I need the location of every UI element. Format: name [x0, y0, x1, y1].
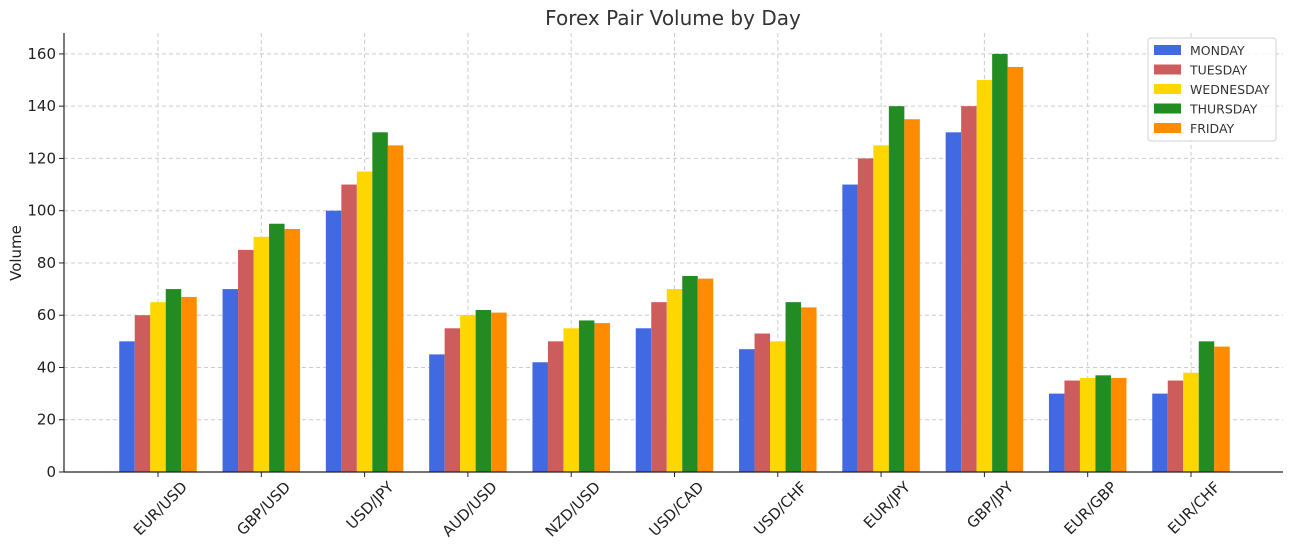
legend-label-wednesday: WEDNESDAY [1190, 82, 1270, 97]
legend-label-monday: MONDAY [1190, 43, 1245, 58]
y-tick-label: 140 [27, 97, 56, 115]
chart-title: Forex Pair Volume by Day [545, 6, 801, 30]
bar-monday-nzd-usd [532, 362, 548, 472]
x-tick-label: USD/CAD [646, 478, 708, 540]
bar-wednesday-aud-usd [460, 315, 476, 472]
x-tick-label: GBP/USD [233, 478, 294, 539]
bar-thursday-eur-usd [165, 289, 182, 472]
bar-tuesday-gbp-jpy [961, 106, 977, 473]
bar-wednesday-eur-chf [1183, 372, 1199, 472]
bar-thursday-eur-chf [1198, 341, 1215, 472]
bar-wednesday-gbp-jpy [976, 80, 993, 473]
bar-thursday-usd-jpy [372, 132, 388, 473]
bar-monday-gbp-usd [222, 289, 239, 472]
legend-label-tuesday: TUESDAY [1189, 63, 1248, 78]
bar-tuesday-eur-jpy [857, 158, 874, 472]
bar-thursday-gbp-jpy [992, 53, 1008, 473]
bar-friday-gbp-usd [284, 228, 301, 472]
bar-friday-eur-chf [1214, 346, 1230, 472]
bar-wednesday-eur-usd [150, 302, 166, 472]
y-tick-label: 100 [27, 202, 56, 220]
bar-monday-gbp-jpy [945, 132, 962, 473]
x-tick-label: EUR/CHF [1164, 478, 1224, 538]
bar-monday-usd-cad [635, 328, 652, 472]
bar-thursday-usd-cad [682, 276, 698, 472]
legend-swatch-friday [1154, 123, 1181, 133]
legend-swatch-thursday [1154, 103, 1181, 114]
bar-friday-usd-chf [801, 307, 817, 472]
bar-tuesday-nzd-usd [547, 341, 564, 472]
bar-tuesday-usd-jpy [341, 184, 357, 473]
x-tick-label: AUD/USD [439, 478, 501, 540]
bar-tuesday-usd-chf [754, 333, 771, 472]
bar-wednesday-nzd-usd [563, 328, 579, 472]
legend: MONDAY TUESDAY WEDNESDAY THURSDAY FRIDAY [1147, 37, 1277, 142]
legend-swatch-tuesday [1154, 64, 1181, 75]
bar-monday-eur-usd [119, 341, 135, 472]
bar-wednesday-usd-chf [770, 341, 786, 472]
x-tick-label: NZD/USD [542, 478, 604, 540]
bar-thursday-eur-gbp [1095, 375, 1111, 472]
bar-thursday-nzd-usd [578, 320, 595, 472]
y-tick-label: 40 [37, 358, 56, 376]
bar-thursday-usd-chf [785, 302, 802, 472]
legend-label-thursday: THURSDAY [1189, 102, 1258, 117]
bar-monday-aud-usd [429, 354, 445, 472]
bar-monday-usd-chf [739, 349, 755, 472]
x-tick-label: EUR/JPY [860, 478, 914, 532]
legend-label-friday: FRIDAY [1190, 121, 1235, 136]
bar-friday-eur-gbp [1110, 377, 1127, 472]
y-tick-label: 160 [27, 45, 56, 63]
bar-monday-usd-jpy [325, 210, 342, 472]
bar-tuesday-eur-usd [134, 315, 151, 472]
x-tick-label: EUR/GBP [1060, 478, 1120, 538]
bar-thursday-aud-usd [475, 309, 492, 472]
bar-thursday-gbp-usd [269, 223, 285, 472]
bar-friday-usd-cad [697, 278, 714, 472]
bar-tuesday-eur-chf [1167, 380, 1184, 472]
bar-friday-eur-jpy [904, 119, 920, 472]
bar-friday-aud-usd [491, 312, 507, 472]
bar-wednesday-usd-cad [666, 289, 683, 472]
x-tick-label: GBP/JPY [963, 478, 1018, 533]
bar-wednesday-usd-jpy [356, 171, 373, 472]
bar-friday-gbp-jpy [1007, 66, 1024, 472]
bar-tuesday-eur-gbp [1064, 380, 1080, 472]
bar-monday-eur-chf [1152, 393, 1168, 472]
bar-wednesday-gbp-usd [253, 236, 270, 472]
y-tick-label: 120 [27, 149, 56, 167]
y-tick-label: 80 [37, 254, 56, 272]
bar-wednesday-eur-gbp [1079, 377, 1096, 472]
legend-swatch-monday [1154, 45, 1181, 55]
bar-friday-usd-jpy [387, 145, 404, 472]
bar-monday-eur-jpy [842, 184, 858, 473]
x-tick-label: USD/JPY [343, 478, 398, 533]
x-tick-label: EUR/USD [130, 478, 191, 539]
bar-tuesday-gbp-usd [238, 249, 254, 472]
legend-swatch-wednesday [1154, 84, 1181, 94]
legend-box [1147, 37, 1277, 142]
bar-friday-nzd-usd [594, 323, 610, 472]
bar-tuesday-aud-usd [444, 328, 461, 472]
bars [119, 53, 1230, 473]
y-tick-label: 20 [37, 411, 56, 429]
bar-wednesday-eur-jpy [873, 145, 889, 472]
bar-thursday-eur-jpy [888, 106, 905, 473]
bar-friday-eur-usd [181, 296, 197, 472]
bar-tuesday-usd-cad [651, 302, 667, 472]
x-tick-label: USD/CHF [750, 478, 810, 538]
y-axis-label: Volume [7, 225, 25, 281]
y-tick-label: 60 [37, 306, 56, 324]
bar-monday-eur-gbp [1048, 393, 1065, 472]
y-tick-label: 0 [46, 463, 56, 481]
